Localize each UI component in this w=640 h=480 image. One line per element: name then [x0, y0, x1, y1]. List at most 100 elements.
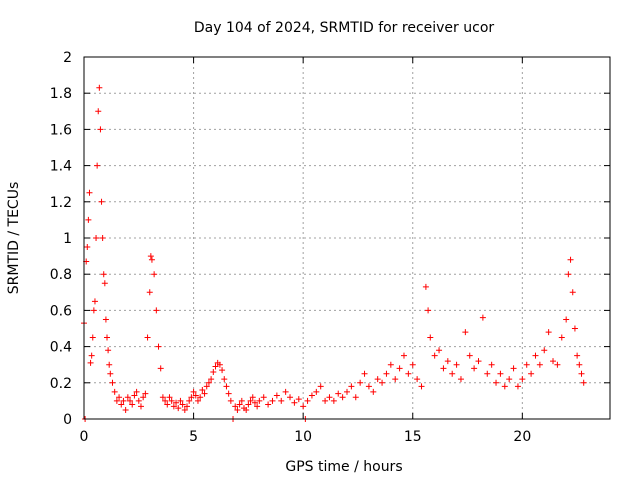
data-point [140, 394, 147, 401]
data-point [205, 379, 212, 386]
data-point [387, 361, 394, 368]
data-point [254, 403, 261, 410]
chart-title: Day 104 of 2024, SRMTID for receiver uco… [194, 20, 495, 36]
data-point [144, 334, 151, 341]
data-point [313, 388, 320, 395]
data-point [194, 397, 201, 404]
data-point [101, 280, 108, 287]
x-tick-label: 10 [294, 429, 312, 445]
y-tick-label: 1.4 [50, 159, 72, 175]
data-point [173, 399, 180, 406]
data-point [396, 365, 403, 372]
data-point [326, 394, 333, 401]
data-point [129, 401, 136, 408]
data-point [170, 403, 177, 410]
data-point [86, 189, 93, 196]
data-point [462, 329, 469, 336]
data-point [84, 244, 91, 251]
data-point [175, 405, 182, 412]
data-point [155, 343, 162, 350]
grid [84, 57, 610, 419]
data-point [124, 394, 131, 401]
data-point [409, 361, 416, 368]
data-point [541, 347, 548, 354]
data-point [422, 283, 429, 290]
data-point [109, 379, 116, 386]
data-point [118, 401, 125, 408]
data-point [133, 388, 140, 395]
data-point [339, 394, 346, 401]
data-point [295, 396, 302, 403]
data-point [488, 361, 495, 368]
data-point [166, 394, 173, 401]
data-point [157, 365, 164, 372]
data-point [190, 388, 197, 395]
data-point [111, 388, 118, 395]
data-point [466, 352, 473, 359]
data-point [580, 379, 587, 386]
data-point [151, 271, 158, 278]
y-tick-label: 2 [63, 50, 72, 66]
data-point [116, 394, 123, 401]
data-point [501, 383, 508, 390]
data-point [436, 347, 443, 354]
x-tick-label: 15 [404, 429, 422, 445]
data-point [219, 367, 226, 374]
data-point [159, 394, 166, 401]
data-point [550, 358, 557, 365]
data-point [484, 370, 491, 377]
data-point [523, 361, 530, 368]
data-point [105, 347, 112, 354]
x-axis-label: GPS time / hours [285, 459, 402, 475]
data-point [574, 352, 581, 359]
data-point [91, 298, 98, 305]
data-point [304, 397, 311, 404]
data-point [234, 406, 241, 413]
data-point [425, 307, 432, 314]
data-point [120, 397, 127, 404]
data-point [506, 376, 513, 383]
data-point [278, 397, 285, 404]
data-point [569, 289, 576, 296]
data-point [479, 314, 486, 321]
data-point [98, 198, 105, 205]
data-point [199, 387, 206, 394]
y-tick-label: 0.2 [50, 376, 72, 392]
data-point [265, 401, 272, 408]
data-point [97, 126, 104, 133]
data-point [188, 394, 195, 401]
data-point [146, 289, 153, 296]
data-point [107, 370, 114, 377]
data-point [308, 392, 315, 399]
data-point [322, 397, 329, 404]
data-point [223, 383, 230, 390]
data-point [88, 352, 95, 359]
data-point [357, 379, 364, 386]
data-point [93, 235, 100, 241]
y-axis-label: SRMTID / TECUs [6, 182, 22, 295]
data-point [282, 388, 289, 395]
data-point [361, 370, 368, 377]
data-point [536, 361, 543, 368]
data-point [148, 256, 155, 263]
y-tick-label: 1.8 [50, 86, 72, 102]
data-point [225, 390, 232, 397]
data-point [137, 403, 144, 410]
y-tick-label: 1 [63, 231, 72, 247]
data-point [90, 307, 97, 314]
data-point [383, 370, 390, 377]
data-point [493, 379, 500, 386]
data-point [147, 253, 154, 260]
data-point [197, 394, 204, 401]
data-point [102, 316, 109, 323]
data-point [471, 365, 478, 372]
data-point [576, 361, 583, 368]
data-point [247, 397, 254, 404]
data-point [348, 383, 355, 390]
y-tick-label: 1.6 [50, 122, 72, 138]
data-point [558, 334, 565, 341]
data-point [245, 401, 252, 408]
data-point [104, 334, 111, 341]
data-point [179, 401, 186, 408]
